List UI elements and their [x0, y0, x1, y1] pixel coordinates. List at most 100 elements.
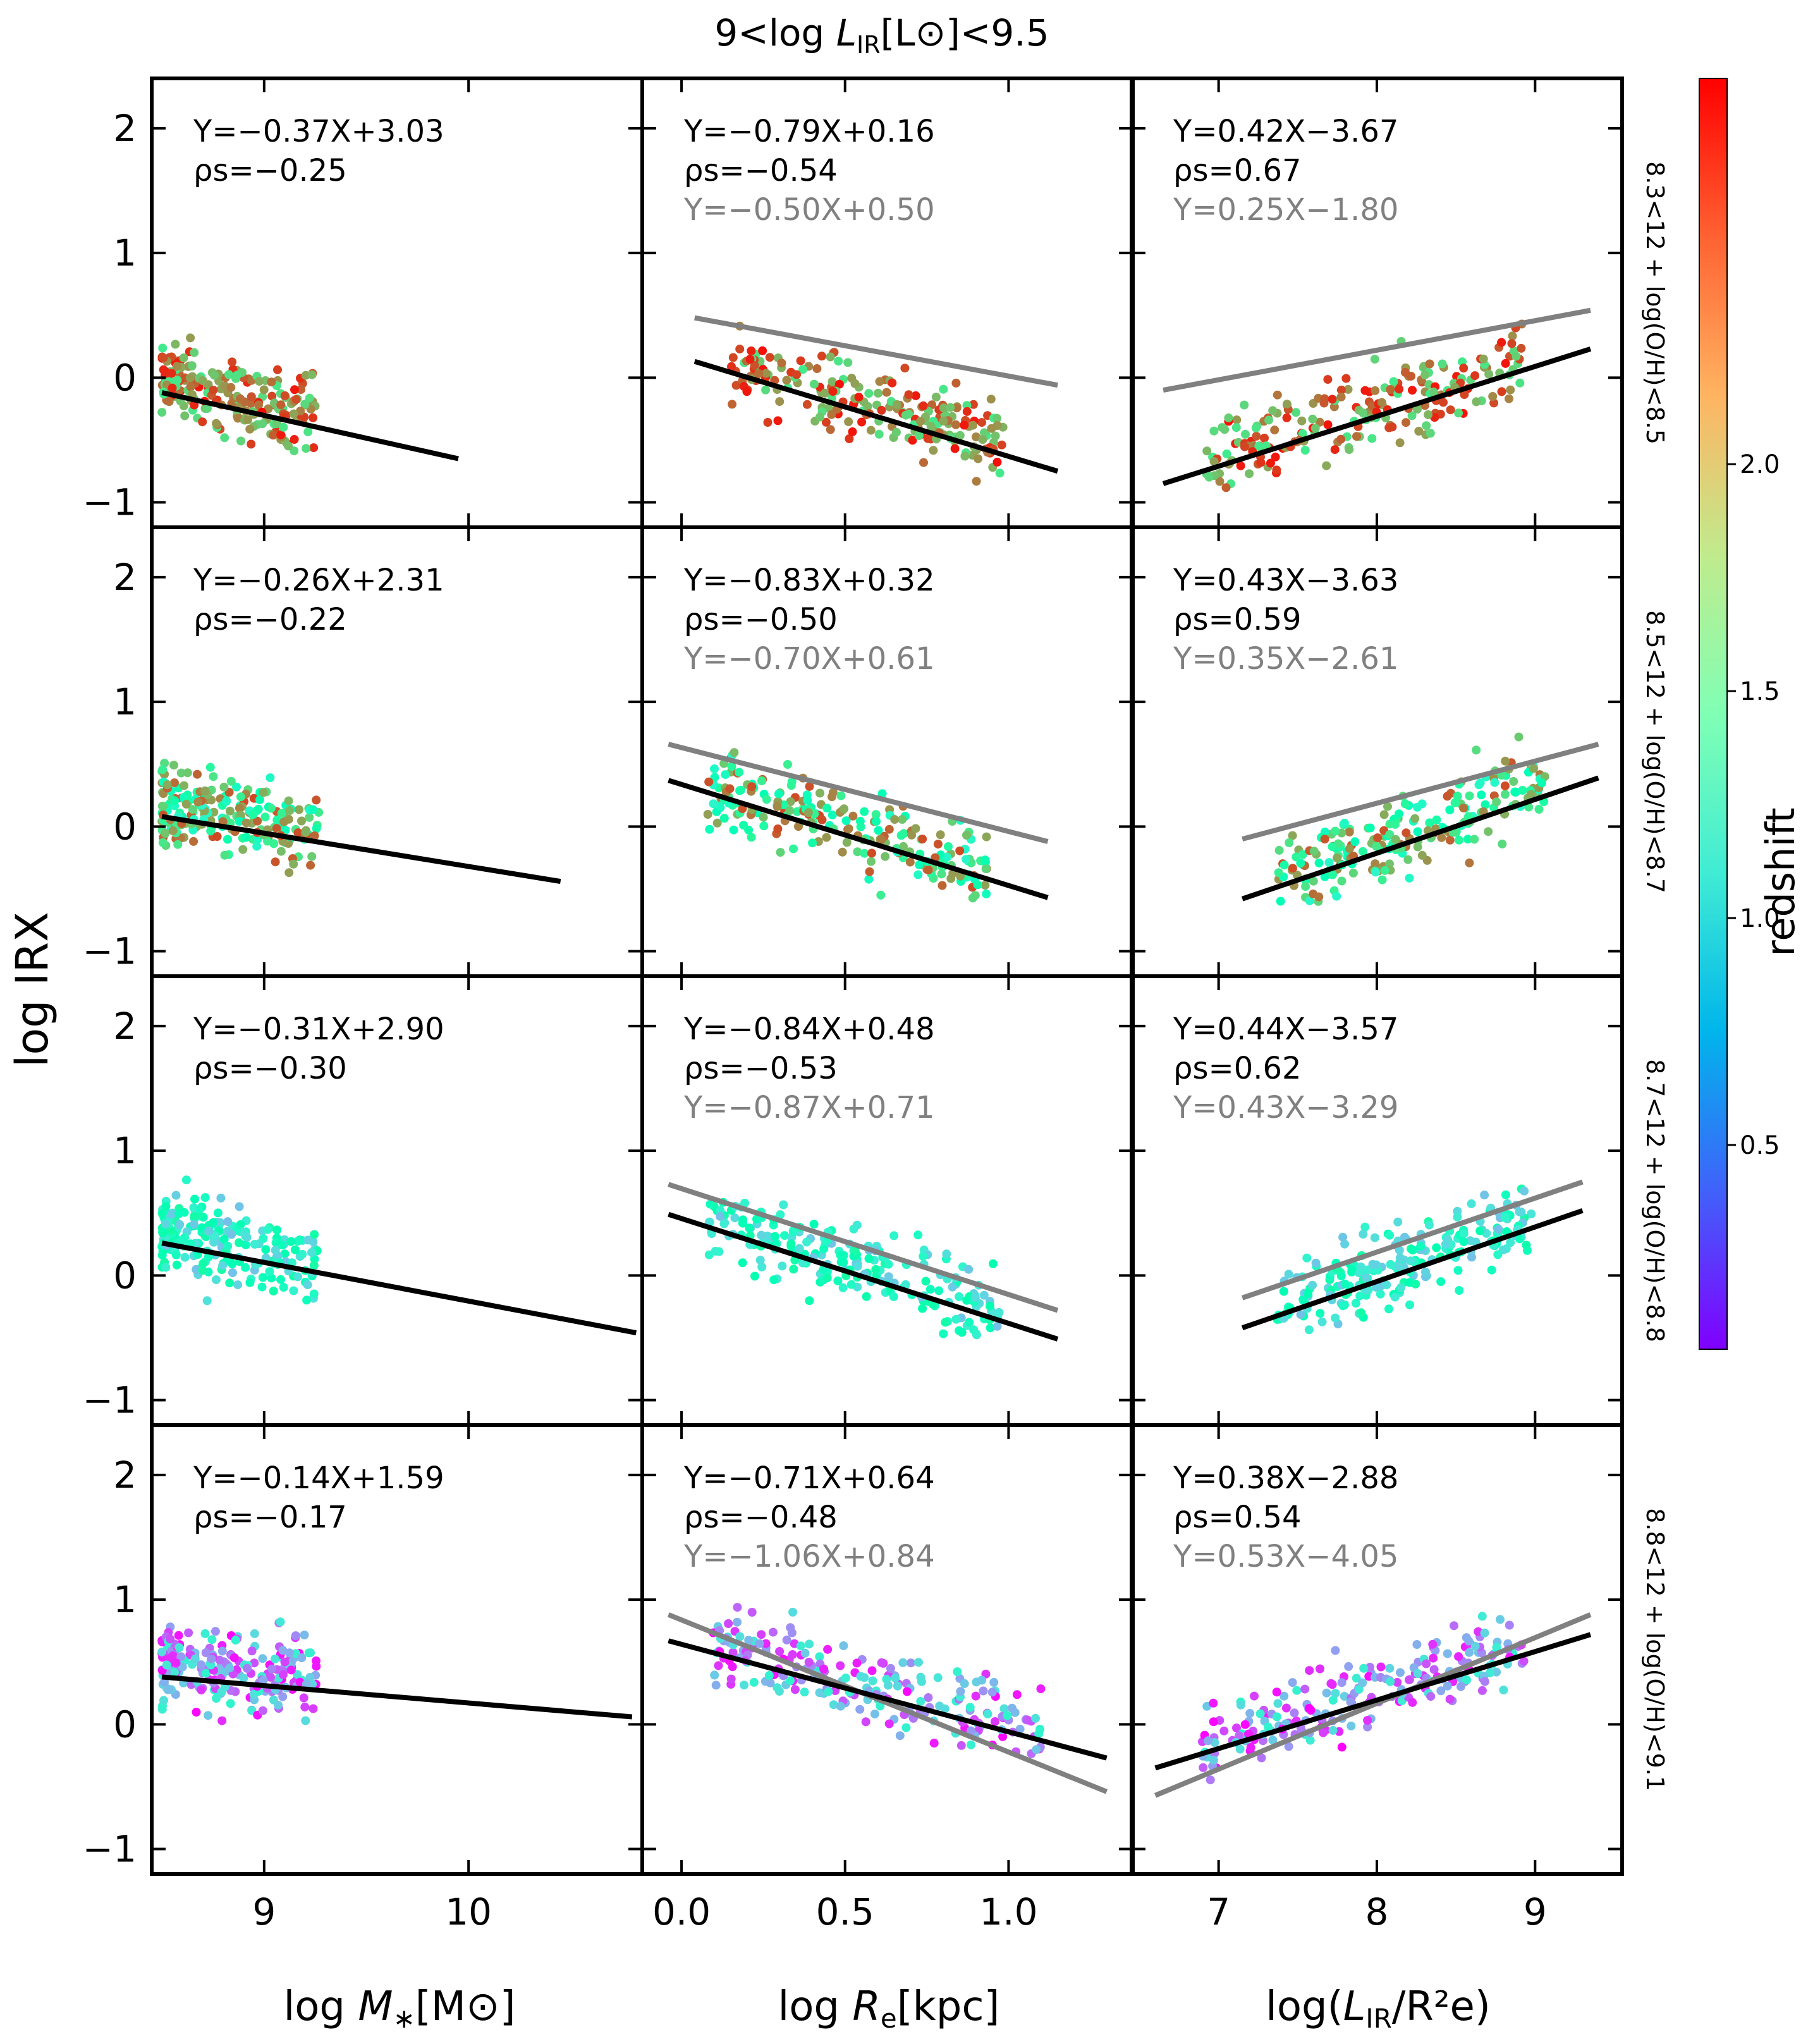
xl3-sub: IR: [1365, 2003, 1392, 2034]
scatter-point: [1331, 1313, 1340, 1323]
scatter-point: [192, 1264, 201, 1274]
xl3-pre: log(: [1266, 1983, 1343, 2030]
y-tick-label: −1: [83, 930, 137, 973]
scatter-point: [786, 1676, 795, 1686]
scatter-point: [738, 1258, 747, 1268]
scatter-point: [247, 439, 256, 449]
scatter-point: [1305, 896, 1314, 905]
scatter-point: [1393, 1677, 1402, 1687]
scatter-point: [1470, 1641, 1480, 1651]
scatter-point: [1344, 1662, 1353, 1671]
scatter-point: [1302, 1253, 1312, 1263]
scatter-point: [1463, 835, 1472, 844]
scatter-point: [778, 1261, 787, 1271]
scatter-point: [1358, 1678, 1367, 1687]
scatter-point: [1316, 1309, 1325, 1318]
scatter-point: [204, 1711, 213, 1720]
scatter-point: [900, 364, 910, 373]
comparison-fit-line: [1154, 1612, 1592, 1798]
scatter-point: [1328, 1696, 1338, 1705]
scatter-point: [258, 1273, 267, 1282]
scatter-point: [1336, 1271, 1346, 1281]
scatter-point: [1517, 343, 1526, 353]
scatter-point: [776, 848, 785, 857]
scatter-point: [850, 379, 860, 388]
scatter-point: [157, 1208, 167, 1218]
scatter-point: [710, 764, 719, 773]
scatter-point: [1336, 392, 1346, 401]
scatter-point: [719, 1219, 729, 1228]
scatter-point: [1314, 858, 1324, 867]
scatter-point: [1421, 1268, 1430, 1277]
scatter-point: [953, 1667, 962, 1677]
scatter-point: [1426, 1692, 1436, 1701]
scatter-point: [1497, 387, 1506, 396]
scatter-point: [202, 1296, 212, 1306]
scatter-point: [1319, 398, 1329, 408]
scatter-point: [1460, 390, 1469, 400]
scatter-point: [1412, 1640, 1422, 1649]
scatter-point: [714, 1247, 724, 1256]
comparison-fit-line: [667, 1612, 1108, 1794]
scatter-point: [1508, 331, 1517, 341]
colorbar-gradient: [1699, 78, 1728, 1350]
scatter-point: [1425, 359, 1434, 369]
row-label-1: 8.3<12 + log(O/H)<8.5: [1641, 161, 1669, 444]
scatter-point: [1308, 414, 1317, 424]
y-tick-label: 1: [113, 1578, 137, 1621]
scatter-point: [750, 1271, 759, 1281]
scatter-point: [1274, 868, 1283, 878]
scatter-point: [788, 1607, 797, 1617]
scatter-point: [1518, 786, 1527, 795]
scatter-point: [1501, 756, 1510, 766]
scatter-point: [307, 1247, 316, 1257]
spearman-rho: ρs=0.59: [1173, 602, 1302, 637]
scatter-point: [1386, 1259, 1395, 1269]
scatter-point: [1470, 835, 1479, 844]
scatter-point: [1365, 823, 1375, 833]
title-post: [L⊙]<9.5: [881, 11, 1049, 54]
scatter-point: [1443, 1681, 1452, 1691]
scatter-point: [1510, 787, 1520, 797]
spearman-rho: ρs=−0.54: [684, 153, 838, 188]
scatter-point: [274, 1700, 283, 1710]
scatter-point: [1281, 1703, 1291, 1713]
scatter-point: [794, 822, 803, 831]
scatter-point: [1246, 1742, 1255, 1752]
scatter-point: [280, 1249, 290, 1259]
row-label-2: 8.5<12 + log(O/H)<8.7: [1641, 610, 1669, 893]
scatter-point: [1402, 828, 1411, 838]
xl1-ital: M: [358, 1983, 393, 2030]
scatter-point: [269, 431, 278, 440]
scatter-point: [735, 768, 744, 777]
scatter-point: [1276, 897, 1285, 906]
scatter-point: [987, 1687, 997, 1697]
xl2-pre: log: [778, 1983, 852, 2030]
scatter-point: [213, 1208, 223, 1218]
scatter-point: [1424, 410, 1433, 419]
scatter-point: [874, 388, 883, 398]
scatter-points-r4-c1: [157, 1617, 321, 1725]
comparison-fit-line: [668, 1182, 1059, 1313]
scatter-point: [979, 1290, 989, 1300]
fit-line: [161, 390, 459, 462]
scatter-point: [1454, 1652, 1463, 1662]
scatter-point: [1472, 397, 1481, 407]
scatter-point: [161, 1201, 171, 1211]
scatter-point: [841, 816, 851, 826]
scatter-point: [1371, 867, 1381, 877]
scatter-point: [1361, 1273, 1371, 1283]
scatter-point: [1408, 386, 1417, 395]
panel-r4-c2: 0.0 0.5 1.0 Y=−0.71X+0.64 ρs=−0.48 Y=−1.06X+0…: [640, 1423, 1135, 1933]
scatter-point: [1288, 831, 1297, 840]
scatter-point: [301, 828, 310, 837]
scatter-point: [158, 1227, 167, 1237]
scatter-point: [1436, 1686, 1446, 1696]
comparison-fit-equation: Y=0.53X−4.05: [1173, 1539, 1398, 1574]
scatter-point: [761, 369, 771, 378]
scatter-point: [1323, 420, 1333, 429]
panel-r1-c2: Y=−0.79X+0.16 ρs=−0.54 Y=−0.50X+0.50: [640, 77, 1135, 529]
scatter-point: [1417, 850, 1427, 860]
scatter-point: [1209, 426, 1219, 436]
scatter-point: [1336, 434, 1346, 444]
